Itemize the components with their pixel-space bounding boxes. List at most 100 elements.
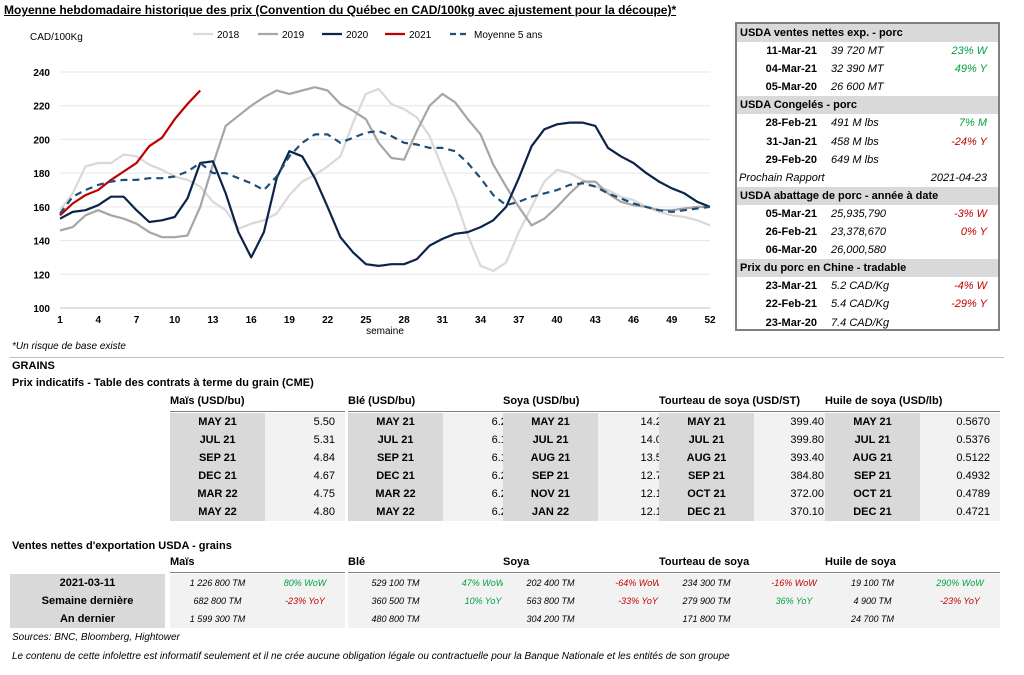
usda-row-date: 31-Jan-21 (766, 135, 817, 148)
x-tick-label: 46 (628, 315, 640, 326)
export-row-label: 2021-03-11 (10, 574, 165, 592)
y-tick-label: 180 (33, 169, 50, 180)
futures-contract-month: OCT 21 (659, 485, 754, 503)
usda-row-date: 22-Feb-21 (765, 298, 817, 311)
export-change: 36% YoY (754, 592, 834, 610)
price-history-chart: 100 120 140 160 180 200 220 240 1 4 7 10 13 16 19 22 25 2… (30, 30, 716, 337)
export-row-label: An dernier (10, 610, 165, 628)
futures-contract-month: MAY 21 (825, 413, 920, 431)
usda-row-date: 28-Feb-21 (765, 117, 817, 130)
usda-row-value: 649 M lbs (831, 153, 879, 166)
export-change (265, 610, 345, 628)
usda-section-header: USDA ventes nettes exp. - porc (737, 24, 998, 43)
usda-row: 04-Mar-21 32 390 MT 49% Y (737, 60, 998, 78)
export-column-header: Maïs (170, 556, 345, 573)
futures-contract-month: DEC 21 (348, 467, 443, 485)
futures-contract-month: MAR 22 (170, 485, 265, 503)
usda-row: 05-Mar-20 26 600 MT (737, 78, 998, 96)
futures-column-header: Huile de soya (USD/lb) (825, 395, 1000, 412)
export-change (754, 610, 834, 628)
futures-contract-month: JUL 21 (659, 431, 754, 449)
usda-row-change: 49% Y (954, 63, 987, 76)
usda-row-date: 04-Mar-21 (765, 63, 817, 76)
usda-row: 29-Feb-20 649 M lbs (737, 151, 998, 169)
futures-price: 370.10 (754, 503, 834, 521)
x-tick-label: 49 (666, 315, 678, 326)
futures-price: 4.75 (265, 485, 345, 503)
futures-price: 5.31 (265, 431, 345, 449)
export-volume: 1 599 300 TM (170, 610, 265, 628)
export-volume: 279 900 TM (659, 592, 754, 610)
usda-row: 26-Feb-21 23,378,670 0% Y (737, 223, 998, 241)
usda-row: 11-Mar-21 39 720 MT 23% W (737, 42, 998, 60)
export-volume: 202 400 TM (503, 574, 598, 592)
usda-row-date: 23-Mar-20 (765, 316, 817, 329)
futures-price: 5.50 (265, 413, 345, 431)
x-tick-label: 10 (169, 315, 181, 326)
export-volume: 563 800 TM (503, 592, 598, 610)
futures-contract-month: MAY 22 (348, 503, 443, 521)
next-report-label: Prochain Rapport (739, 171, 825, 184)
x-axis-label: semaine (366, 326, 404, 337)
export-volume: 19 100 TM (825, 574, 920, 592)
usda-row-change: 0% Y (960, 226, 987, 239)
futures-price: 4.84 (265, 449, 345, 467)
usda-row-change: 7% M (958, 117, 987, 130)
x-tick-label: 43 (590, 315, 602, 326)
usda-row-value: 5.4 CAD/Kg (831, 298, 890, 311)
usda-row: 06-Mar-20 26,000,580 (737, 241, 998, 259)
y-tick-label: 200 (33, 135, 50, 146)
export-volume: 682 800 TM (170, 592, 265, 610)
futures-contract-month: JUL 21 (170, 431, 265, 449)
futures-contract-month: MAY 21 (659, 413, 754, 431)
export-change: 290% WoW (920, 574, 1000, 592)
export-volume: 304 200 TM (503, 610, 598, 628)
export-column-header: Blé (348, 556, 523, 573)
export-volume: 4 900 TM (825, 592, 920, 610)
export-column-header: Soya (503, 556, 678, 573)
usda-row-value: 5.2 CAD/Kg (831, 280, 890, 293)
export-change: -23% YoY (920, 592, 1000, 610)
y-axis-label: CAD/100Kg (30, 32, 83, 43)
usda-row-value: 7.4 CAD/Kg (831, 316, 890, 329)
futures-column-header: Blé (USD/bu) (348, 395, 523, 412)
usda-row: 23-Mar-20 7.4 CAD/Kg (737, 314, 998, 332)
export-volume: 480 800 TM (348, 610, 443, 628)
usda-pork-stats-box: USDA ventes nettes exp. - porc 11-Mar-21 3… (735, 22, 1000, 331)
series-line-2020 (59, 121, 711, 267)
futures-contract-month: DEC 21 (170, 467, 265, 485)
futures-contract-month: JUL 21 (503, 431, 598, 449)
export-volume: 24 700 TM (825, 610, 920, 628)
export-volume: 171 800 TM (659, 610, 754, 628)
futures-price: 0.5376 (920, 431, 1000, 449)
usda-row-value: 39 720 MT (831, 45, 884, 58)
usda-section-header: USDA Congelés - porc (737, 96, 998, 115)
usda-section-header: Prix du porc en Chine - tradable (737, 259, 998, 278)
futures-contract-month: JUL 21 (825, 431, 920, 449)
usda-row-change: -24% Y (951, 135, 987, 148)
futures-table-title: Prix indicatifs - Table des contrats à t… (12, 377, 314, 389)
legend-label: 2018 (217, 30, 240, 41)
futures-price: 4.67 (265, 467, 345, 485)
export-sales-title: Ventes nettes d'exportation USDA - grain… (12, 540, 232, 552)
usda-row-date: 29-Feb-20 (765, 153, 817, 166)
x-tick-label: 52 (704, 315, 716, 326)
y-tick-label: 240 (33, 68, 50, 79)
y-tick-label: 160 (33, 203, 50, 214)
export-change: -23% YoY (265, 592, 345, 610)
usda-row-date: 05-Mar-21 (765, 207, 817, 220)
usda-row-value: 32 390 MT (831, 63, 884, 76)
next-report-row: Prochain Rapport 2021-04-23 (737, 169, 998, 187)
usda-row-value: 458 M lbs (831, 135, 879, 148)
futures-price: 384.80 (754, 467, 834, 485)
chart-title: Moyenne hebdomadaire historique des prix… (4, 3, 677, 17)
usda-row-value: 25,935,790 (831, 207, 887, 220)
futures-column-header: Tourteau de soya (USD/ST) (659, 395, 834, 412)
usda-row-value: 26,000,580 (831, 244, 887, 257)
usda-section-header: USDA abattage de porc - année à date (737, 186, 998, 205)
futures-price: 4.80 (265, 503, 345, 521)
usda-row-change: -4% W (954, 280, 987, 293)
x-tick-label: 37 (513, 315, 525, 326)
futures-contract-month: MAY 22 (170, 503, 265, 521)
export-volume: 1 226 800 TM (170, 574, 265, 592)
